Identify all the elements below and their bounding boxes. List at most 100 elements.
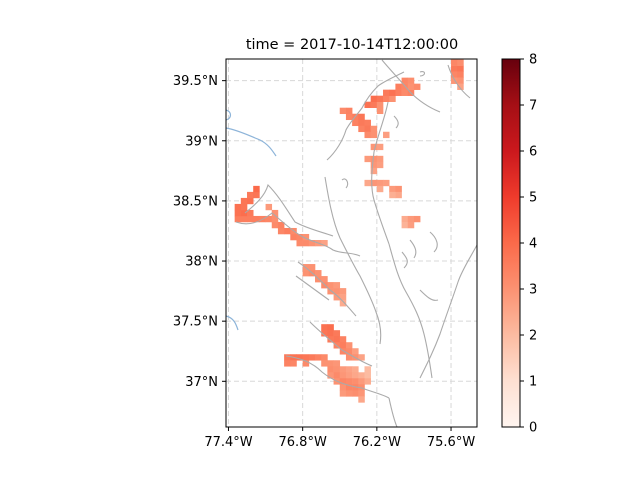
data-cell [284, 360, 291, 367]
data-cell [234, 215, 242, 223]
data-cell [401, 215, 409, 223]
data-cell [302, 360, 310, 367]
data-cell [358, 354, 365, 361]
data-cell [296, 233, 303, 241]
data-cell [345, 366, 353, 373]
data-cell [407, 77, 415, 84]
data-cell [370, 155, 378, 163]
data-cell [395, 89, 402, 96]
data-cell [333, 360, 341, 367]
data-cell [302, 270, 310, 277]
data-cell [376, 161, 384, 169]
data-cell [339, 288, 347, 295]
axes-frame [225, 58, 478, 428]
data-cell [364, 101, 371, 109]
data-cell [457, 71, 464, 78]
y-axis-ticks: 37°N 37.5°N 38°N 38.5°N 39°N 39.5°N [173, 74, 226, 390]
data-cell [345, 378, 353, 385]
y-tick-label: 38.5°N [173, 194, 218, 209]
data-cell [247, 209, 254, 217]
data-cell [364, 372, 371, 379]
data-cell [358, 372, 365, 379]
data-cell [327, 360, 334, 367]
data-cell [370, 179, 378, 187]
data-cell [247, 215, 254, 223]
colorbar-ticks: 0 1 2 3 4 5 6 7 8 [520, 53, 537, 436]
data-cell [302, 239, 310, 247]
coastline-atlantic [419, 244, 477, 379]
data-cell [352, 372, 359, 379]
coastline-bay-east [371, 101, 390, 245]
data-cell [339, 336, 347, 343]
data-cell [383, 131, 390, 139]
data-cell [389, 185, 396, 193]
data-cell [364, 366, 371, 373]
river-james-upper [226, 315, 239, 331]
data-cell [364, 119, 371, 127]
data-cell [407, 83, 415, 90]
data-cell [308, 354, 316, 361]
data-cell [451, 77, 458, 84]
data-cell [339, 294, 347, 301]
data-cell [296, 239, 303, 247]
data-cell [265, 203, 273, 211]
data-cell [296, 354, 303, 361]
chart-title: time = 2017-10-14T12:00:00 [246, 37, 458, 53]
coastline-potomac-south [235, 212, 361, 257]
data-cell [364, 378, 371, 385]
data-cell [457, 77, 464, 84]
x-tick-label: 75.6°W [427, 435, 475, 450]
data-cell [345, 113, 353, 121]
data-cell [271, 209, 279, 217]
data-cell [364, 131, 371, 139]
data-cell [327, 324, 334, 331]
data-cell [339, 378, 347, 385]
data-cell [308, 239, 316, 247]
data-cell [321, 276, 328, 283]
y-tick-label: 39.5°N [173, 74, 218, 89]
x-tick-label: 76.8°W [279, 435, 327, 450]
coastline-bay-west [324, 176, 382, 345]
data-cell [358, 396, 365, 403]
data-cell [327, 282, 334, 289]
data-cell [383, 95, 390, 102]
data-cell [352, 119, 359, 127]
colorbar-gradient [501, 58, 521, 428]
data-cell [339, 384, 347, 391]
data-cell [284, 227, 291, 235]
data-cell [413, 215, 421, 223]
data-cell [327, 336, 334, 343]
data-cell [457, 59, 464, 66]
x-axis-ticks: 77.4°W 76.8°W 76.2°W 75.6°W [204, 427, 475, 450]
data-cell [265, 215, 273, 223]
data-cell [389, 95, 396, 102]
data-cell [376, 107, 384, 115]
data-cell [376, 143, 384, 151]
coastline-bay-west-upper [326, 71, 405, 161]
data-cell [407, 215, 415, 223]
data-cell [321, 239, 328, 247]
data-cell [333, 294, 341, 301]
data-cell [315, 270, 322, 277]
coastline-delaware-bay [381, 59, 471, 113]
data-cell [308, 264, 316, 271]
data-cell [333, 330, 341, 337]
data-cell [389, 191, 396, 199]
data-cell [352, 366, 359, 373]
data-cell [358, 378, 365, 385]
map-axes: 77.4°W 76.8°W 76.2°W 75.6°W 37°N37.5°N38°N3… [173, 58, 478, 450]
data-cell [333, 336, 341, 343]
data-cell [407, 221, 415, 229]
data-cell [247, 191, 254, 199]
data-cell [352, 348, 359, 355]
data-cell [345, 390, 353, 397]
data-cell [401, 89, 409, 96]
data-cell [315, 354, 322, 361]
data-cell [234, 203, 242, 211]
data-cell [240, 203, 248, 211]
data-cell [247, 197, 254, 205]
data-cell [284, 354, 291, 361]
data-cell [457, 65, 464, 72]
data-cell [240, 215, 248, 223]
